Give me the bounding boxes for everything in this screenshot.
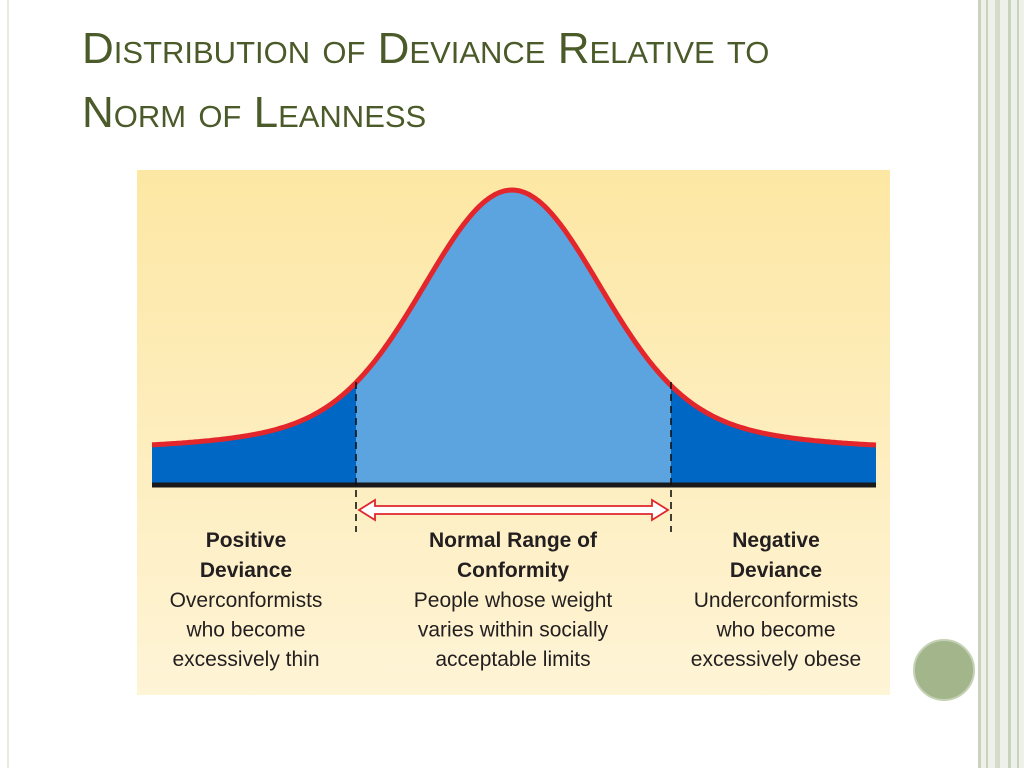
right-border: [978, 0, 1024, 768]
curve-line: [151, 187, 877, 448]
section-heading: Conformity: [457, 559, 569, 582]
title-line: Norm of Leanness: [82, 88, 426, 137]
section-description: who become: [185, 619, 305, 642]
section-description: who become: [715, 619, 835, 642]
section-description: Underconformists: [694, 589, 859, 612]
section-heading: Negative: [732, 529, 820, 552]
section-description: varies within socially: [418, 619, 609, 642]
range-arrow: [357, 498, 670, 522]
section-description: acceptable limits: [435, 648, 590, 671]
section-description: excessively obese: [691, 648, 861, 671]
tail-area: [152, 382, 356, 483]
section-description: Overconformists: [170, 589, 323, 612]
section-heading: Positive: [206, 529, 287, 552]
title-line: Distribution of Deviance Relative to: [82, 24, 769, 73]
section-description: excessively thin: [172, 648, 319, 671]
section-heading: Normal Range of: [429, 529, 598, 552]
labels: Positive Deviance Overconformists who becom…: [170, 529, 862, 671]
section-heading: Deviance: [200, 559, 292, 582]
tail-area: [671, 385, 876, 483]
section-heading: Deviance: [730, 559, 822, 582]
bell-curve: [151, 187, 877, 483]
section-description: People whose weight: [414, 589, 613, 612]
decor-circle: [913, 639, 975, 701]
center-area: [356, 190, 671, 483]
